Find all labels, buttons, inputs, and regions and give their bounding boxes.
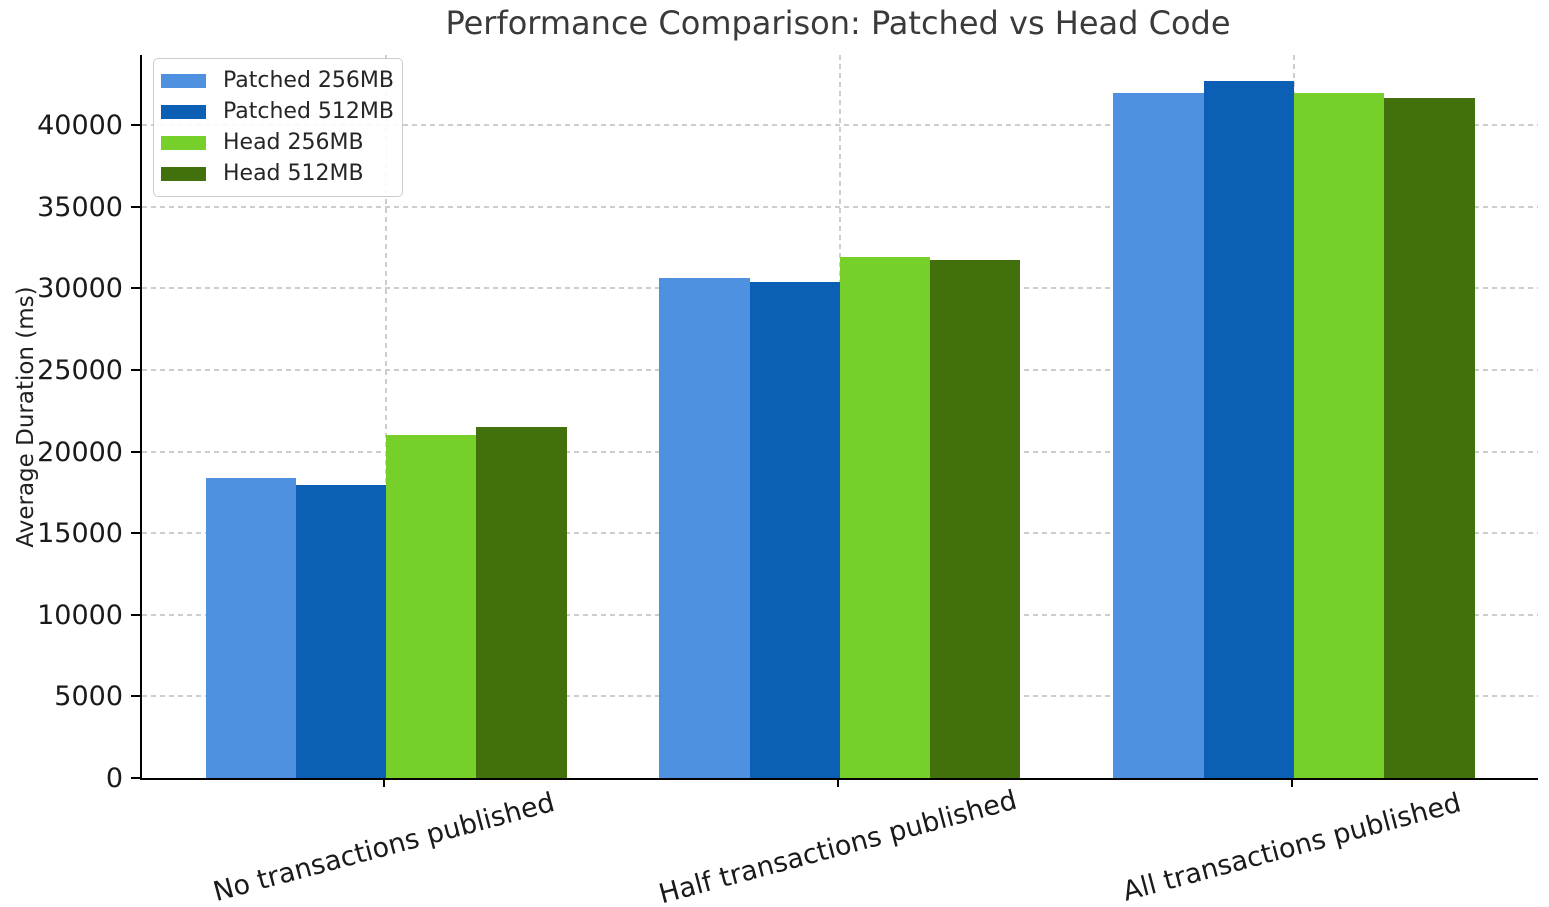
y-tick-mark <box>131 368 140 371</box>
bar-patched-256mb <box>659 277 750 778</box>
legend-item: Head 256MB <box>161 132 390 154</box>
y-tick-mark <box>131 695 140 698</box>
x-tick-mark <box>383 778 386 787</box>
y-tick-label: 15000 <box>37 518 123 550</box>
bar-patched-512mb <box>1203 81 1294 778</box>
bar-patched-256mb <box>1113 92 1204 778</box>
legend-swatch-icon <box>161 74 206 88</box>
plot-area: Patched 256MB Patched 512MB Head 256MB Head… <box>140 55 1538 780</box>
y-tick-label: 20000 <box>37 436 123 468</box>
bar-head-256mb <box>386 435 477 778</box>
legend-label: Head 512MB <box>223 161 364 186</box>
bar-patched-512mb <box>295 485 387 778</box>
x-tick-mark <box>1290 778 1293 787</box>
legend-item: Patched 512MB <box>161 101 394 123</box>
legend-label: Head 256MB <box>223 130 364 155</box>
legend-item: Patched 256MB <box>161 70 394 92</box>
legend-label: Patched 256MB <box>223 68 394 93</box>
bar-head-512mb <box>1384 98 1475 778</box>
bar-patched-256mb <box>205 477 296 778</box>
legend-swatch-icon <box>161 136 206 150</box>
y-axis-label: Average Duration (ms) <box>13 286 39 548</box>
bar-head-512mb <box>476 427 567 778</box>
bar-patched-512mb <box>749 281 840 778</box>
legend-item: Head 512MB <box>161 163 390 185</box>
x-tick-label: No transactions published <box>210 787 558 907</box>
y-tick-mark <box>131 287 140 290</box>
gridline-horizontal <box>142 205 1538 208</box>
bar-head-256mb <box>1293 93 1385 778</box>
legend-label: Patched 512MB <box>223 99 394 124</box>
y-tick-mark <box>131 613 140 616</box>
x-tick-mark <box>836 778 839 787</box>
y-tick-mark <box>131 124 140 127</box>
x-tick-label: Half transactions published <box>655 784 1020 907</box>
gridline-vertical <box>385 55 388 778</box>
y-tick-label: 35000 <box>37 191 123 223</box>
legend: Patched 256MB Patched 512MB Head 256MB Head… <box>153 58 403 197</box>
y-tick-label: 0 <box>105 763 123 794</box>
y-tick-label: 25000 <box>37 354 123 386</box>
y-tick-label: 40000 <box>37 110 123 142</box>
y-tick-mark <box>131 777 140 779</box>
y-tick-label: 10000 <box>37 599 123 631</box>
y-tick-label: 30000 <box>37 273 123 305</box>
bar-head-256mb <box>839 257 931 778</box>
y-tick-mark <box>131 450 140 453</box>
y-tick-mark <box>131 205 140 208</box>
chart-title: Performance Comparison: Patched vs Head … <box>445 4 1231 42</box>
x-tick-label: All transactions published <box>1119 787 1465 907</box>
legend-swatch-icon <box>161 167 206 181</box>
legend-swatch-icon <box>161 105 206 119</box>
y-tick-mark <box>131 532 140 535</box>
gridline-horizontal <box>142 124 1538 127</box>
bar-head-512mb <box>930 259 1021 778</box>
y-tick-label: 5000 <box>54 681 123 713</box>
